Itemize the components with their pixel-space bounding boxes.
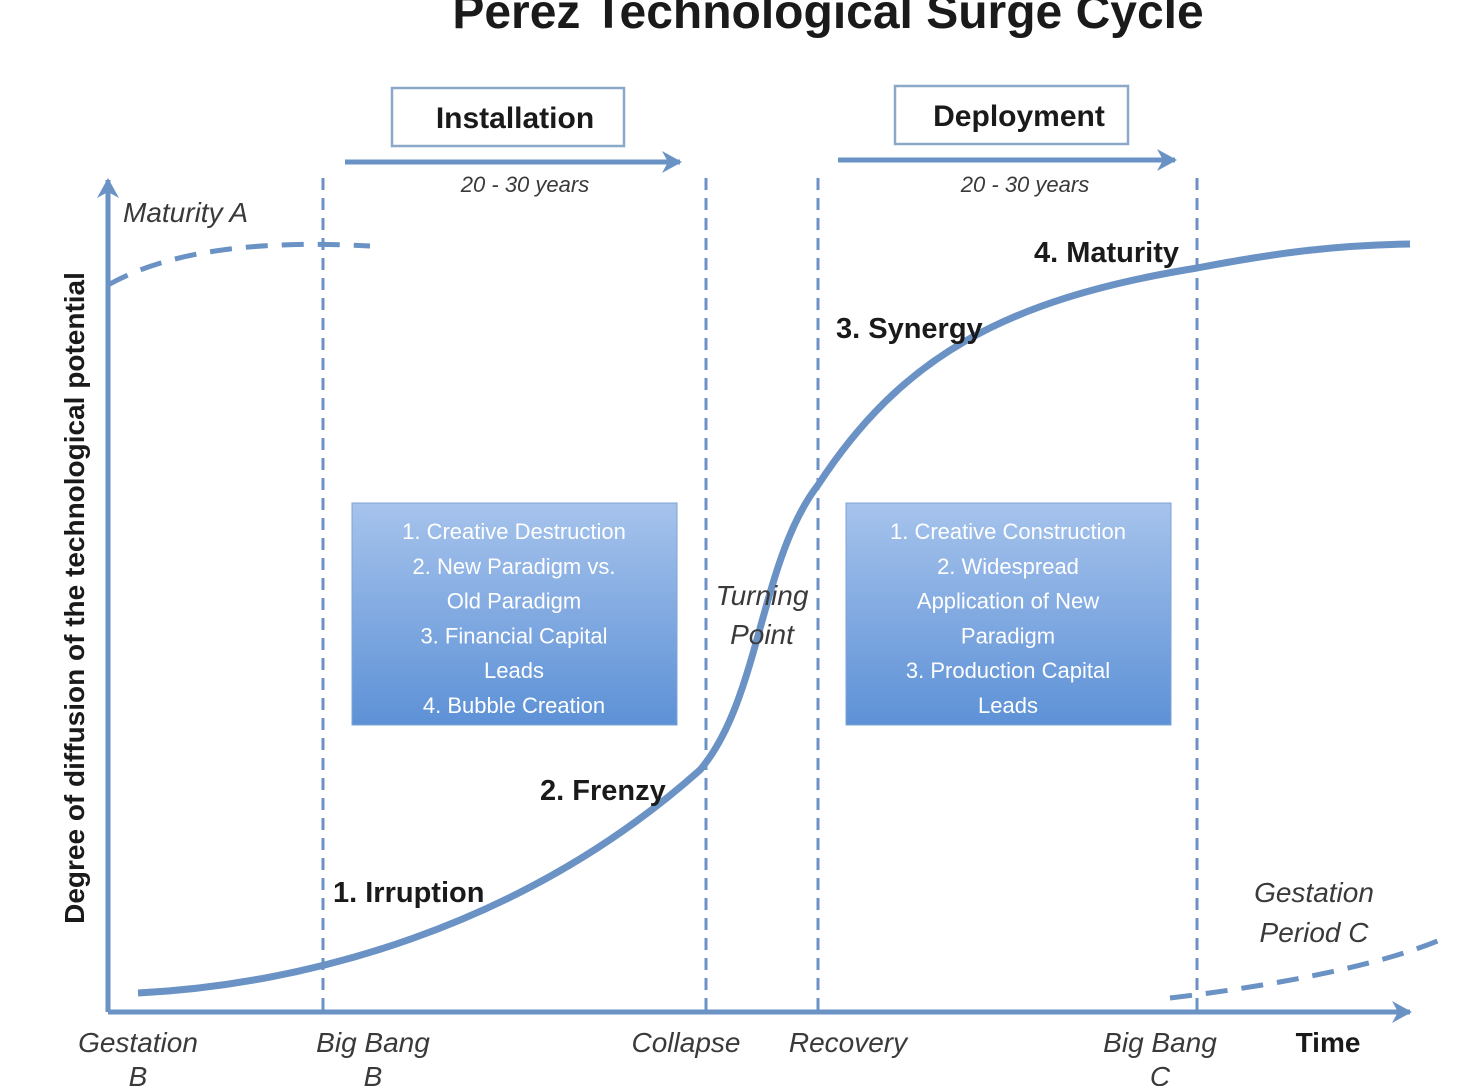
x-label: B xyxy=(129,1061,148,1086)
phase-duration: 20 - 30 years xyxy=(960,172,1089,197)
box-line: 3. Financial Capital xyxy=(420,623,607,648)
previous-curve xyxy=(106,241,371,288)
box-line: Leads xyxy=(978,693,1038,718)
box-line: Paradigm xyxy=(961,623,1055,648)
x-axis-label: Time xyxy=(1296,1027,1361,1058)
box-line: Leads xyxy=(484,658,544,683)
box-line: 2. New Paradigm vs. xyxy=(413,554,616,579)
title: Perez Technological Surge Cycle xyxy=(452,0,1203,39)
turning-point: Turning xyxy=(716,580,809,611)
turning-point: Point xyxy=(730,619,795,650)
box-line: 1. Creative Destruction xyxy=(402,519,626,544)
box-line: 4. Bubble Creation xyxy=(423,693,605,718)
x-label: Collapse xyxy=(632,1027,741,1058)
box-line: Old Paradigm xyxy=(447,589,582,614)
box-line: 1. Creative Construction xyxy=(890,519,1126,544)
x-label: Big Bang xyxy=(1103,1027,1217,1058)
gestation-c: Gestation xyxy=(1254,877,1374,908)
x-label: Recovery xyxy=(789,1027,909,1058)
y-axis-label: Degree of diffusion of the technological… xyxy=(59,272,90,924)
phase-label: Installation xyxy=(436,102,594,135)
info-box xyxy=(351,502,678,726)
stage-label: 2. Frenzy xyxy=(540,775,666,807)
maturity-a: Maturity A xyxy=(123,197,248,228)
box-line: Application of New xyxy=(917,589,1099,614)
info-box xyxy=(845,502,1172,726)
surge-curve xyxy=(137,240,1411,997)
phase-label: Deployment xyxy=(933,100,1105,133)
phase-box xyxy=(390,86,626,148)
box-line: 3. Production Capital xyxy=(906,658,1110,683)
stage-label: 1. Irruption xyxy=(333,877,484,909)
x-label: Big Bang xyxy=(316,1027,430,1058)
phase-box xyxy=(893,84,1130,146)
x-label: C xyxy=(1150,1061,1171,1086)
x-label: Gestation xyxy=(78,1027,198,1058)
stage-label: 4. Maturity xyxy=(1034,237,1179,269)
phase-duration: 20 - 30 years xyxy=(460,172,589,197)
box-line: 2. Widespread xyxy=(937,554,1079,579)
next-curve xyxy=(1169,937,1441,1001)
gestation-c: Period C xyxy=(1260,917,1370,948)
x-label: B xyxy=(364,1061,383,1086)
stage-label: 3. Synergy xyxy=(836,313,983,345)
